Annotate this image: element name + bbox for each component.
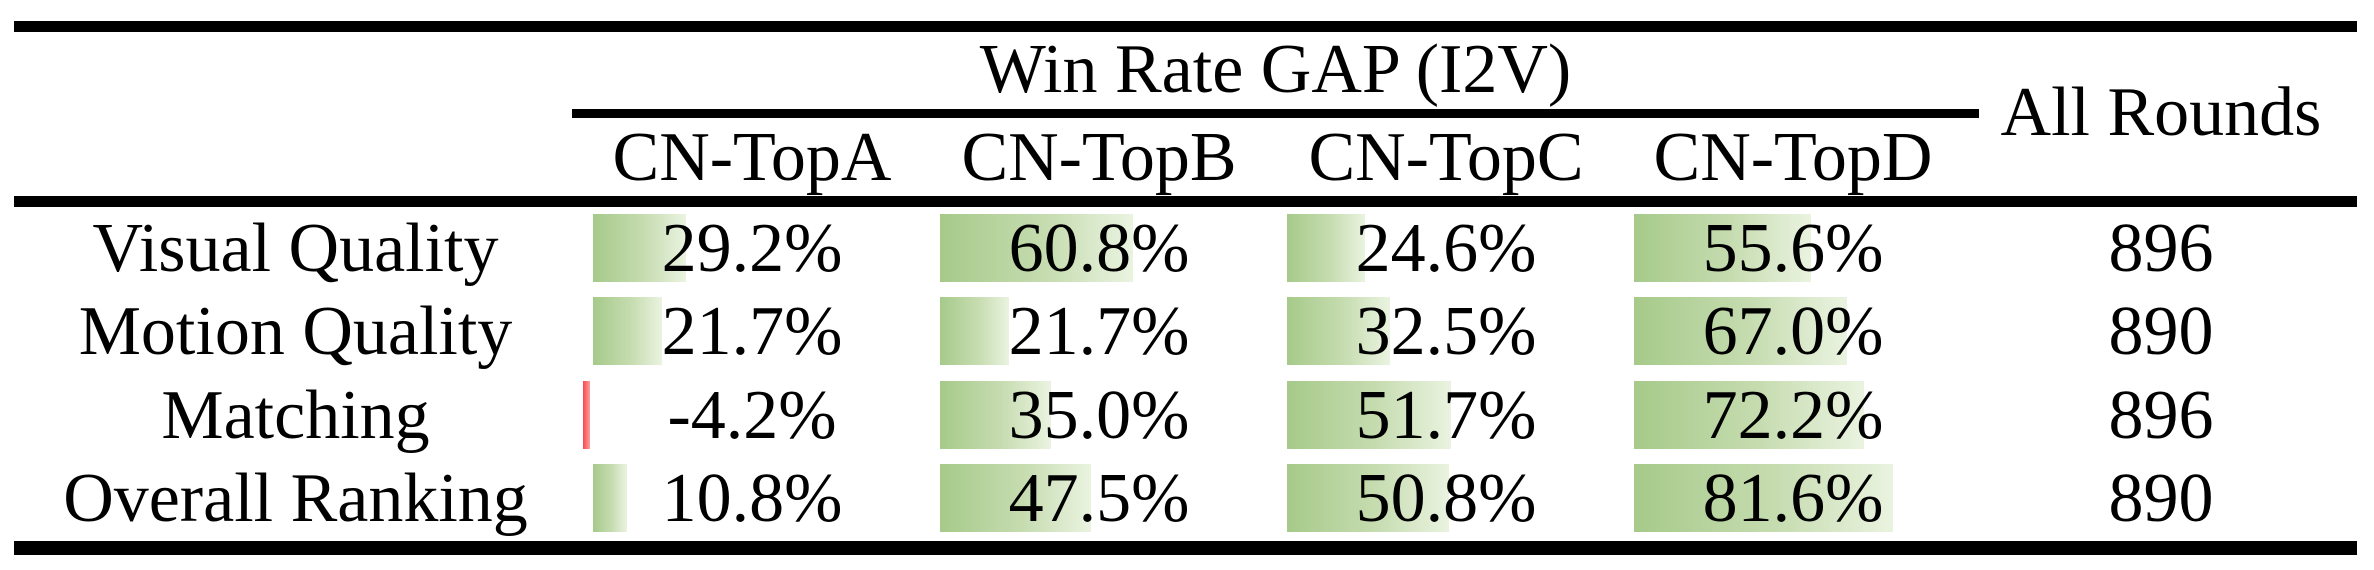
win-rate-value: 81.6%: [1702, 460, 1884, 537]
win-rate-value: 60.8%: [1008, 210, 1190, 287]
win-rate-bar: [940, 464, 1091, 532]
win-rate-bar: [1634, 464, 1893, 532]
win-rate-value: 67.0%: [1702, 293, 1884, 370]
all-rounds-cell: 896: [1999, 374, 2323, 458]
all-rounds-cell: 890: [1999, 457, 2323, 541]
data-cell: 55.6%: [1634, 207, 1952, 291]
table-row: Visual Quality 29.2% 60.8% 24.6% 55.6% 8…: [0, 207, 2374, 291]
table-bottom-rule: [14, 541, 2357, 555]
column-header-cn-topd: CN-TopD: [1653, 119, 1933, 196]
data-cell: 24.6%: [1287, 207, 1605, 291]
win-rate-value: 21.7%: [1008, 293, 1190, 370]
win-rate-bar: [1634, 297, 1847, 365]
column-header-all-rounds: All Rounds: [2000, 74, 2322, 151]
row-label-text: Overall Ranking: [63, 460, 528, 537]
win-rate-value: 55.6%: [1702, 210, 1884, 287]
win-rate-value: 72.2%: [1702, 377, 1884, 454]
all-rounds-value: 896: [2108, 210, 2214, 287]
column-header-cn-topb: CN-TopB: [961, 119, 1237, 196]
row-label-text: Motion Quality: [78, 293, 513, 370]
win-rate-bar: [1634, 381, 1864, 449]
all-rounds-value: 890: [2108, 293, 2214, 370]
win-rate-bar: [1287, 381, 1451, 449]
win-rate-bar: [940, 214, 1133, 282]
win-rate-bar: [593, 464, 627, 532]
header-body-separator-rule: [14, 196, 2357, 207]
win-rate-bar: [593, 214, 686, 282]
data-cell: 67.0%: [1634, 290, 1952, 374]
data-cell: 32.5%: [1287, 290, 1605, 374]
win-rate-bar: [1287, 464, 1449, 532]
data-cell: -4.2%: [583, 374, 911, 458]
all-rounds-cell: 890: [1999, 290, 2323, 374]
data-cell: 72.2%: [1634, 374, 1952, 458]
win-rate-value: 35.0%: [1008, 377, 1190, 454]
row-label-text: Visual Quality: [92, 210, 499, 287]
win-rate-bar: [1287, 214, 1365, 282]
table-row: Matching -4.2% 35.0% 51.7% 72.2% 896: [0, 374, 2374, 458]
data-cell: 60.8%: [940, 207, 1258, 291]
data-cell: 21.7%: [940, 290, 1258, 374]
win-rate-bar-negative: [583, 381, 590, 449]
win-rate-value: 47.5%: [1008, 460, 1190, 537]
data-cell: 10.8%: [593, 457, 911, 541]
win-rate-bar: [940, 297, 1009, 365]
group-header-underline-rule: [572, 109, 1979, 118]
row-label-text: Matching: [161, 377, 430, 454]
win-rate-bar: [593, 297, 662, 365]
win-rate-value: 32.5%: [1355, 293, 1537, 370]
data-cell: 47.5%: [940, 457, 1258, 541]
column-header-cn-topa: CN-TopA: [612, 119, 892, 196]
win-rate-value: 21.7%: [661, 293, 843, 370]
data-cell: 29.2%: [593, 207, 911, 291]
data-cell: 81.6%: [1634, 457, 1952, 541]
data-cell: 21.7%: [593, 290, 911, 374]
all-rounds-cell: 896: [1999, 207, 2323, 291]
win-rate-value: 24.6%: [1355, 210, 1537, 287]
data-cell: 50.8%: [1287, 457, 1605, 541]
all-rounds-value: 896: [2108, 377, 2214, 454]
win-rate-value: 50.8%: [1355, 460, 1537, 537]
data-cell: 51.7%: [1287, 374, 1605, 458]
row-label: Visual Quality: [14, 207, 577, 291]
row-label: Motion Quality: [14, 290, 577, 374]
win-rate-bar: [1287, 297, 1390, 365]
all-rounds-value: 890: [2108, 460, 2214, 537]
win-rate-value: 10.8%: [661, 460, 843, 537]
table-top-rule: [14, 21, 2357, 32]
table-row: Overall Ranking 10.8% 47.5% 50.8% 81.6% …: [0, 457, 2374, 541]
win-rate-value: 29.2%: [661, 210, 843, 287]
column-header-cn-topc: CN-TopC: [1308, 119, 1584, 196]
win-rate-bar: [1634, 214, 1811, 282]
win-rate-value: 51.7%: [1355, 377, 1537, 454]
group-header-win-rate-gap: Win Rate GAP (I2V): [979, 31, 1572, 108]
row-label: Matching: [14, 374, 577, 458]
win-rate-value: -4.2%: [667, 377, 837, 454]
win-rate-bar: [940, 381, 1051, 449]
data-cell: 35.0%: [940, 374, 1258, 458]
table-row: Motion Quality 21.7% 21.7% 32.5% 67.0% 8…: [0, 290, 2374, 374]
row-label: Overall Ranking: [14, 457, 577, 541]
